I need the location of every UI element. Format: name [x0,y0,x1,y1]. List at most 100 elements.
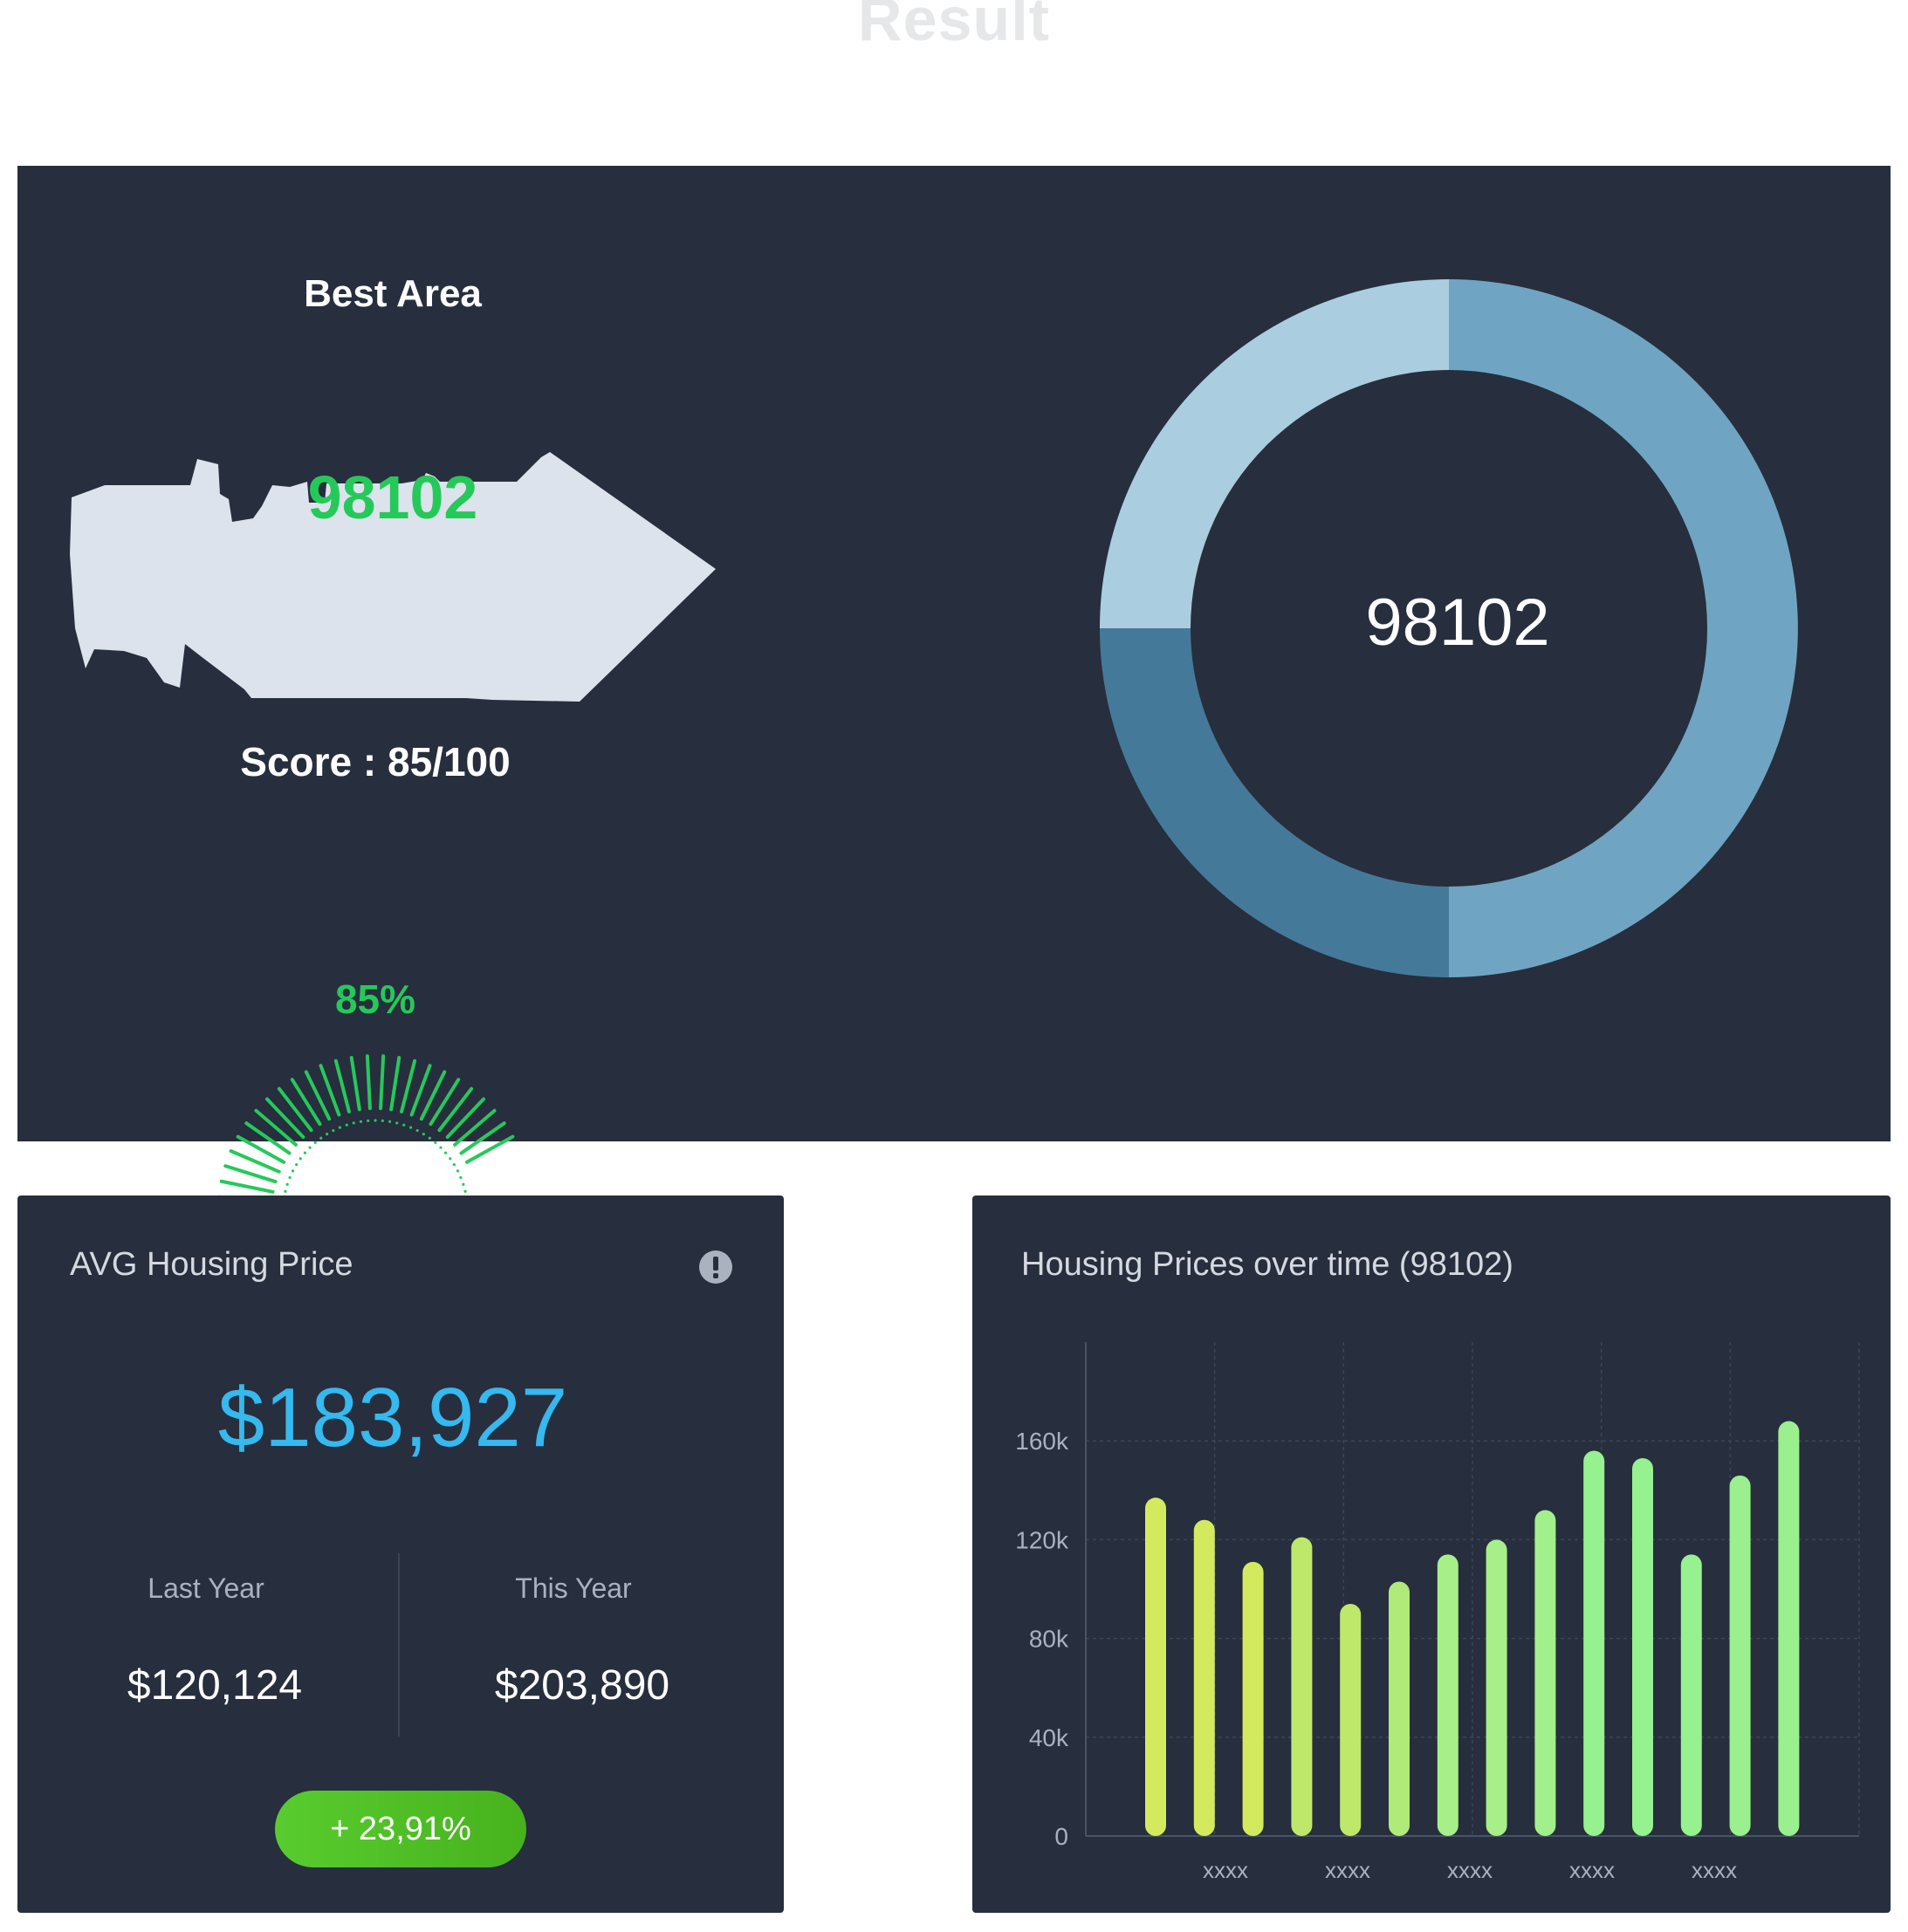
gauge-dot [308,1146,312,1149]
gauge-tick [473,1164,527,1184]
gauge-tick [389,1056,402,1112]
gauge-dot [284,1189,287,1193]
y-tick-label: 120k [1015,1526,1069,1553]
avg-price-value: $183,927 [217,1371,568,1464]
gauge-dot [439,1146,443,1149]
this-year-label: This Year [515,1572,632,1604]
gauge-tick [459,1121,506,1155]
bar-chart: 0 40k 80k 120k 160k xxxx xxxx xxxx xxxx xxxx [1015,1342,1860,1883]
donut-segment-bottom-left [1100,628,1449,977]
gauge-dot [459,1175,463,1180]
x-tick-label: xxxx [1569,1857,1615,1883]
gauge-tick [409,1064,432,1117]
gauge-tick [453,1108,497,1147]
gauge-tick [290,1078,322,1127]
gauge-dot [332,1128,335,1133]
gauge-dot [395,1121,399,1125]
bar [1340,1603,1362,1836]
bar [1437,1554,1458,1836]
donut-segment-top-left [1100,279,1449,628]
gauge-tick [319,1064,341,1117]
last-year-label: Last Year [148,1572,264,1604]
gauge-dot [295,1163,299,1167]
bar [1680,1554,1702,1836]
gauge-tick [365,1054,372,1111]
gauge-tick [223,1164,278,1184]
bar [1729,1475,1751,1836]
gauge-dot [299,1157,302,1161]
donut-chart [1100,279,1798,977]
best-area-label: Best Area [304,272,482,315]
gauge-dot [449,1157,452,1161]
gauge-dot [319,1136,323,1140]
x-tick-label: xxxx [1447,1857,1493,1883]
gauge-tick [333,1058,351,1113]
column-divider [398,1553,400,1737]
gauge-dot [381,1119,384,1122]
exclamation-circle-icon[interactable] [698,1250,733,1285]
gauge-tick [229,1149,281,1174]
gauge-tick [236,1134,286,1164]
y-tick-label: 40k [1029,1724,1069,1751]
score-text: Score : 85/100 [240,739,511,784]
score-gauge [216,1054,534,1215]
gauge-dot [444,1151,448,1154]
bar [1242,1561,1264,1836]
bar [1486,1539,1507,1836]
gauge-tick [219,1179,275,1194]
gauge-tick [349,1056,361,1112]
page-title: Result [858,0,1050,53]
gauge-dot [303,1151,306,1154]
donut-center-value: 98102 [1365,586,1550,660]
gauge-dot [402,1123,406,1127]
gauge-dot [434,1141,437,1144]
gauge-dot [456,1169,460,1173]
gauge-dot [452,1163,456,1167]
gauge-dot [326,1133,329,1136]
gauge-dot [313,1141,317,1144]
area-code-value: 98102 [307,463,478,531]
this-year-value: $203,890 [494,1662,670,1709]
bar [1389,1581,1410,1836]
gauge-dot [388,1120,392,1123]
gauge-tick [304,1070,332,1121]
card-title: AVG Housing Price [70,1246,353,1283]
x-tick-label: xxxx [1203,1857,1248,1883]
gauge-tick [437,1086,474,1133]
gauge-dot [415,1128,419,1133]
gauge-tick [244,1121,292,1155]
bar [1193,1519,1215,1836]
gauge-tick [379,1054,386,1111]
gauge-tick [445,1097,486,1140]
bar [1583,1450,1605,1836]
gauge-dot [345,1123,348,1127]
bar [1632,1458,1653,1836]
gauge-dot [462,1182,465,1186]
gauge-tick [419,1070,447,1121]
gauge-dot [374,1119,377,1122]
gauge-dot [463,1189,467,1193]
gauge-dot [428,1136,431,1140]
housing-prices-chart-card: Housing Prices over time (98102) 0 40k 80k… [972,1196,1891,1913]
gauge-tick [254,1108,298,1147]
gauge-tick [470,1149,522,1174]
gauge-value: 85% [334,976,416,1022]
gauge-tick [400,1058,417,1113]
gauge-tick [429,1078,461,1127]
donut-segment-top-right [1449,279,1798,977]
avg-housing-price-card: AVG Housing Price $183,927 Last Year Thi… [17,1196,784,1913]
gauge-tick [277,1086,313,1133]
y-tick-label: 80k [1029,1626,1069,1653]
gauge-tick [476,1179,532,1194]
gauge-dot [367,1119,370,1122]
x-tick-label: xxxx [1325,1857,1370,1883]
last-year-value: $120,124 [127,1662,303,1709]
area-map-shape [70,452,716,702]
bar [1145,1497,1166,1836]
gauge-tick [264,1097,305,1140]
best-area-panel: Best Area 98102 Score : 85/100 85% 98102 [17,166,1891,1215]
y-tick-label: 0 [1054,1823,1068,1850]
gauge-dot [359,1120,363,1123]
gauge-tick [464,1134,515,1164]
gauge-dot [352,1121,355,1125]
